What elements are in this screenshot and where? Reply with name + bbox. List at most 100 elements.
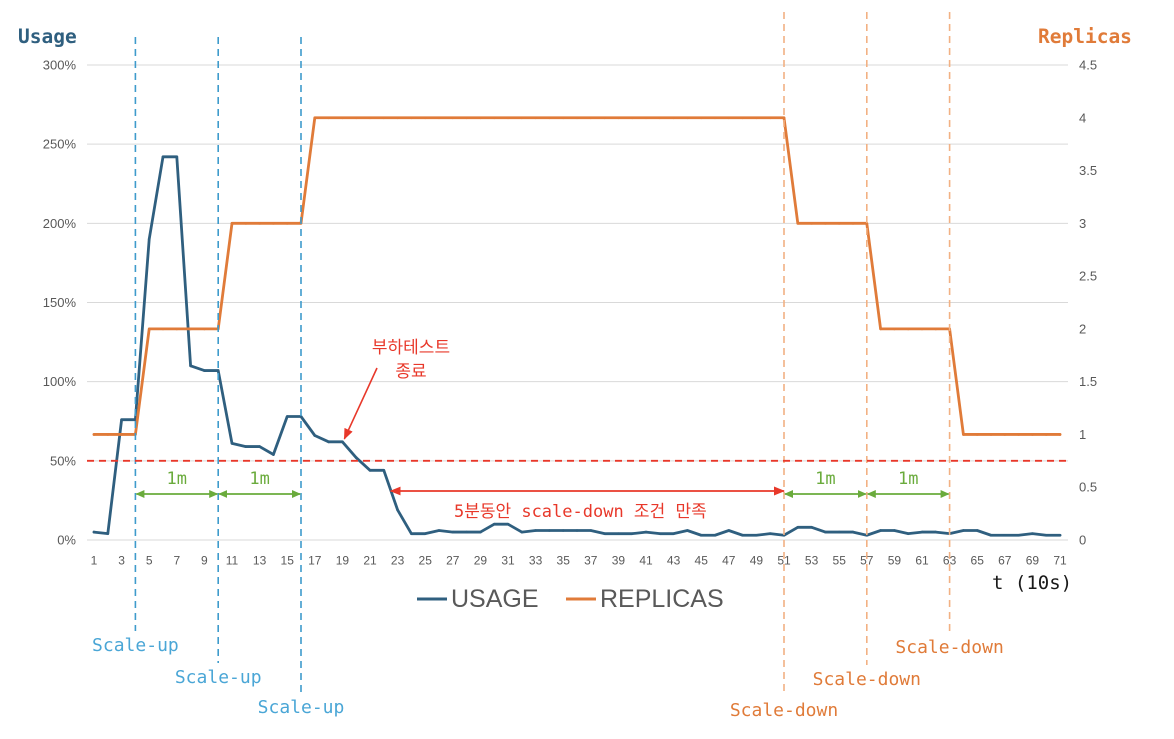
usage-data-point bbox=[106, 532, 110, 535]
replicas-data-point bbox=[617, 116, 620, 120]
legend-usage-label: USAGE bbox=[451, 585, 539, 613]
replicas-data-point bbox=[686, 116, 689, 120]
right-axis-tick-label: 1 bbox=[1079, 427, 1086, 442]
replicas-data-point bbox=[520, 116, 524, 120]
usage-data-point bbox=[824, 530, 827, 534]
replicas-data-point bbox=[672, 116, 675, 120]
usage-data-point bbox=[755, 533, 758, 537]
x-axis-tick-label: 53 bbox=[805, 554, 819, 568]
usage-data-point bbox=[672, 532, 675, 535]
replicas-data-point bbox=[810, 222, 813, 225]
right-axis-tick-label: 0 bbox=[1079, 533, 1086, 548]
replicas-data-point bbox=[382, 116, 386, 120]
replicas-data-point bbox=[1044, 433, 1048, 436]
x-axis-tick-label: 65 bbox=[971, 554, 985, 568]
replicas-data-point bbox=[368, 116, 372, 120]
usage-data-point bbox=[741, 533, 744, 537]
one-minute-span-label: 1m bbox=[167, 469, 187, 489]
x-axis-tick-label: 61 bbox=[915, 554, 929, 568]
usage-data-point bbox=[120, 418, 123, 421]
usage-data-point bbox=[244, 445, 248, 448]
x-axis-tick-label: 23 bbox=[391, 554, 405, 568]
replicas-data-point bbox=[313, 116, 317, 120]
usage-data-point bbox=[810, 526, 813, 529]
replicas-data-point bbox=[851, 222, 855, 225]
x-axis-tick-label: 49 bbox=[750, 554, 764, 568]
usage-data-point bbox=[879, 529, 882, 532]
usage-data-point bbox=[1003, 533, 1007, 537]
replicas-data-point bbox=[492, 116, 496, 120]
usage-data-point bbox=[630, 532, 634, 535]
x-axis-tick-label: 3 bbox=[118, 554, 125, 568]
left-axis-tick-label: 150% bbox=[43, 295, 77, 310]
usage-data-point bbox=[713, 533, 717, 537]
x-axis-tick-label: 69 bbox=[1026, 554, 1040, 568]
replicas-data-point bbox=[768, 116, 772, 120]
usage-data-point bbox=[451, 530, 455, 534]
x-axis-tick-label: 63 bbox=[943, 554, 957, 568]
right-axis-tick-label: 3 bbox=[1079, 216, 1086, 231]
x-axis-tick-label: 1 bbox=[91, 554, 98, 568]
replicas-data-point bbox=[1058, 433, 1062, 436]
replicas-data-point bbox=[796, 222, 800, 225]
replicas-data-point bbox=[147, 327, 151, 331]
x-axis-tick-label: 39 bbox=[612, 554, 626, 568]
replicas-data-point bbox=[327, 116, 330, 120]
usage-data-point bbox=[272, 453, 275, 456]
usage-data-point bbox=[534, 529, 537, 532]
usage-data-point bbox=[368, 469, 372, 472]
usage-data-point bbox=[658, 532, 662, 535]
usage-data-point bbox=[175, 155, 179, 159]
usage-data-point bbox=[837, 530, 841, 534]
usage-data-point bbox=[575, 529, 579, 532]
usage-data-point bbox=[341, 440, 344, 444]
x-axis-tick-label: 31 bbox=[501, 554, 515, 568]
usage-data-point bbox=[617, 532, 620, 535]
load-test-end-label: 종료 bbox=[395, 362, 426, 382]
replicas-data-point bbox=[203, 327, 206, 331]
usage-data-point bbox=[313, 434, 317, 437]
x-axis-tick-label: 71 bbox=[1053, 554, 1067, 568]
right-axis-tick-label: 1.5 bbox=[1079, 374, 1097, 389]
usage-data-point bbox=[686, 529, 689, 532]
replicas-data-point bbox=[410, 116, 413, 120]
left-axis-tick-label: 50% bbox=[50, 453, 76, 468]
x-axis-tick-label: 59 bbox=[888, 554, 902, 568]
replicas-data-point bbox=[1003, 433, 1007, 436]
x-axis-tick-label: 21 bbox=[363, 554, 377, 568]
scale-down-label: Scale-down bbox=[813, 669, 921, 690]
usage-data-point bbox=[644, 530, 648, 534]
x-axis-tick-label: 9 bbox=[201, 554, 208, 568]
replicas-data-point bbox=[175, 327, 179, 331]
usage-data-point bbox=[396, 508, 399, 512]
usage-data-point bbox=[506, 522, 510, 526]
replicas-data-point bbox=[699, 116, 703, 120]
usage-data-point bbox=[258, 445, 261, 448]
replicas-data-point bbox=[893, 327, 896, 331]
replicas-data-point bbox=[396, 116, 399, 120]
usage-data-point bbox=[189, 364, 192, 368]
legend-replicas-label: REPLICAS bbox=[600, 585, 724, 613]
replicas-data-point bbox=[230, 222, 234, 225]
usage-data-point bbox=[768, 532, 772, 535]
x-axis-tick-label: 7 bbox=[173, 554, 180, 568]
usage-data-point bbox=[492, 522, 496, 526]
usage-data-point bbox=[147, 237, 151, 241]
replicas-data-point bbox=[423, 116, 427, 120]
usage-data-point bbox=[893, 529, 896, 532]
x-axis-label: t (10s) bbox=[992, 572, 1072, 594]
replicas-data-point bbox=[658, 116, 662, 120]
replicas-data-point bbox=[189, 327, 192, 331]
x-axis-tick-label: 25 bbox=[419, 554, 433, 568]
usage-data-point bbox=[216, 369, 220, 372]
replicas-data-point bbox=[920, 327, 924, 331]
usage-data-point bbox=[230, 442, 234, 445]
usage-data-point bbox=[851, 530, 855, 534]
right-axis-tick-label: 0.5 bbox=[1079, 480, 1097, 495]
usage-data-point bbox=[382, 469, 386, 472]
replicas-data-point bbox=[727, 116, 731, 120]
usage-data-point bbox=[548, 529, 551, 532]
right-axis-tick-label: 2.5 bbox=[1079, 269, 1097, 284]
replicas-data-point bbox=[479, 116, 482, 120]
